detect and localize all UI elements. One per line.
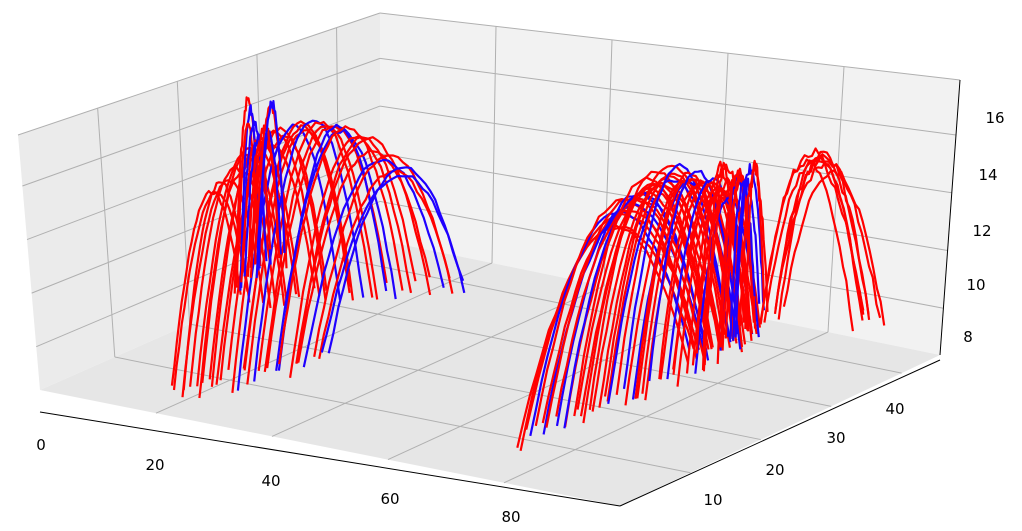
grid-line xyxy=(271,285,605,437)
red-trajectory-line xyxy=(289,135,413,378)
grid-line xyxy=(26,105,381,241)
blue-trajectory-line xyxy=(257,100,286,271)
x-axis-line xyxy=(39,411,621,507)
red-trajectory-line xyxy=(782,169,886,326)
grid-line xyxy=(379,105,952,194)
blue-trajectory-line xyxy=(302,158,445,368)
z-tick-label: 16 xyxy=(985,109,1004,127)
x-tick-label: 0 xyxy=(36,436,46,454)
red-trajectory-line xyxy=(777,150,870,320)
red-trajectory-line xyxy=(701,166,741,371)
z-axis-line xyxy=(939,79,961,356)
trajectory-lines xyxy=(170,96,886,452)
red-trajectory-line xyxy=(534,198,698,427)
red-trajectory-line xyxy=(776,160,882,319)
left-pane xyxy=(18,13,380,390)
red-trajectory-line xyxy=(198,169,277,399)
floor-pane xyxy=(40,240,940,506)
grid-line xyxy=(189,323,761,441)
z-tick-label: 10 xyxy=(966,276,985,294)
red-trajectory-line xyxy=(318,169,451,360)
y-tick-label: 10 xyxy=(703,491,722,509)
grid-line xyxy=(97,108,116,358)
x-tick-label: 20 xyxy=(145,456,164,474)
y-tick-label: 30 xyxy=(826,429,845,447)
blue-trajectory-line xyxy=(327,166,466,354)
grid-line xyxy=(503,331,829,484)
y-tick-label: 20 xyxy=(765,461,784,479)
grid-line xyxy=(715,53,729,310)
red-trajectory-line xyxy=(774,153,871,321)
red-trajectory-line xyxy=(296,136,417,364)
blue-trajectory-line xyxy=(253,119,365,382)
axes-panes xyxy=(18,13,960,506)
z-tick-label: 14 xyxy=(978,166,997,184)
grid-line xyxy=(264,290,832,407)
grid-line xyxy=(491,26,497,264)
red-trajectory-line xyxy=(278,125,404,365)
y-tick-label: 40 xyxy=(885,400,904,418)
red-trajectory-line xyxy=(313,154,454,357)
blue-trajectory-line xyxy=(729,180,756,339)
grid-lines xyxy=(17,12,961,507)
red-trajectory-line xyxy=(297,149,431,363)
z-tick-label: 12 xyxy=(972,222,991,240)
z-tick-label: 8 xyxy=(963,328,973,346)
grid-line xyxy=(17,12,381,136)
grid-line xyxy=(379,12,961,81)
blue-trajectory-line xyxy=(732,177,761,341)
grid-line xyxy=(31,153,381,294)
red-trajectory-line xyxy=(634,171,736,399)
x-tick-label: 60 xyxy=(380,490,399,508)
red-trajectory-line xyxy=(703,176,751,366)
red-trajectory-line xyxy=(744,159,765,330)
x-tick-label: 80 xyxy=(501,508,520,526)
tick-labels: 0 20 40 60 80 10 20 30 40 8 10 12 14 16 xyxy=(36,109,1004,526)
grid-line xyxy=(379,200,944,309)
blue-trajectory-line xyxy=(320,174,465,353)
grid-line xyxy=(379,57,957,136)
y-axis-line xyxy=(619,359,941,507)
grid-line xyxy=(22,57,381,187)
grid-line xyxy=(827,66,845,333)
blue-trajectory-line xyxy=(734,163,766,338)
x-tick-label: 40 xyxy=(261,472,280,490)
